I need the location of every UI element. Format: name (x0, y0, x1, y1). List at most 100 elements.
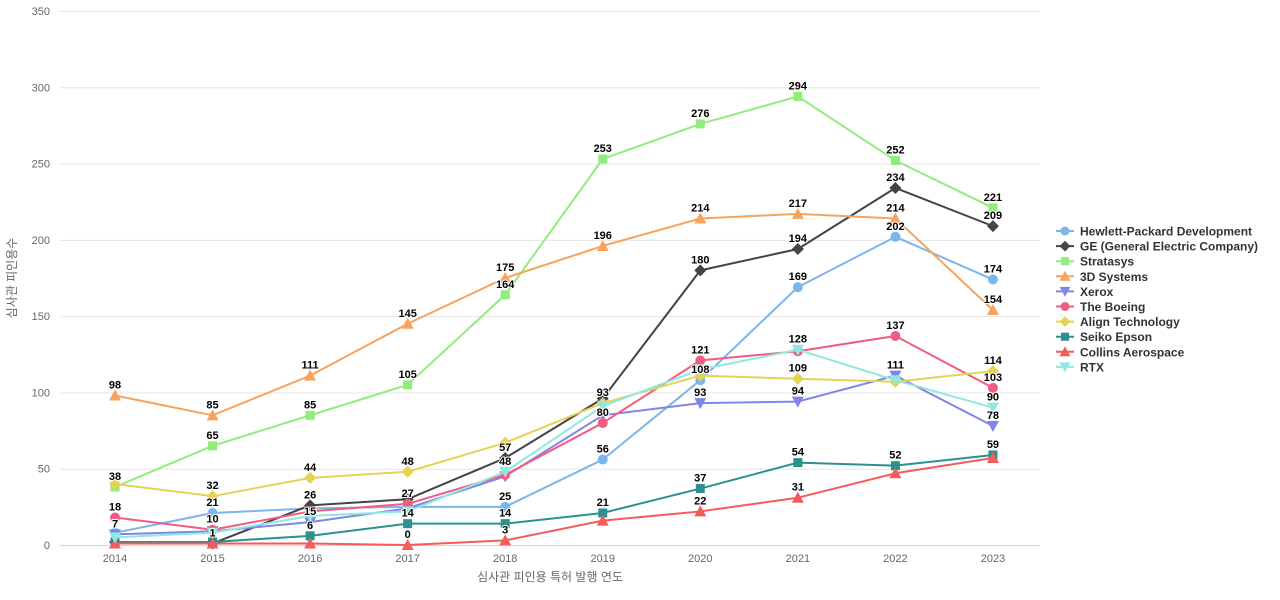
data-point-marker (596, 401, 609, 413)
data-point-marker (793, 458, 803, 468)
data-point-label: 121 (691, 344, 709, 356)
data-point-label: 1 (209, 527, 215, 539)
data-point-marker (694, 505, 707, 517)
data-point-label: 108 (691, 364, 709, 376)
data-point-marker (499, 466, 512, 478)
legend-item-label: Stratasys (1080, 255, 1134, 269)
data-point-marker (890, 461, 900, 471)
legend-item-label: The Boeing (1080, 300, 1145, 314)
data-point-label: 234 (886, 172, 905, 184)
legend-item-stratasys[interactable]: Stratasys (1056, 255, 1134, 269)
series-stratasys (110, 91, 998, 492)
data-point-label: 93 (597, 387, 609, 399)
x-tick-label: 2018 (493, 553, 517, 565)
series-line (114, 370, 994, 498)
data-point-label: 6 (307, 520, 313, 532)
data-point-marker (695, 119, 705, 129)
data-point-marker (207, 507, 218, 518)
data-point-marker (499, 272, 512, 283)
data-point-label: 111 (887, 360, 904, 372)
data-point-label: 32 (206, 480, 218, 492)
data-point-marker (401, 317, 414, 329)
data-point-marker (597, 454, 608, 465)
data-point-marker (500, 290, 510, 300)
data-point-marker (694, 364, 707, 376)
data-point-label: 44 (304, 462, 317, 474)
legend-item-xerox[interactable]: Xerox (1056, 285, 1114, 299)
legend-item-rtx[interactable]: RTX (1056, 360, 1104, 374)
legend-item-hewlett-packard-development[interactable]: Hewlett-Packard Development (1056, 225, 1252, 239)
data-point-marker (403, 519, 413, 529)
series-ge-general-electric-company (109, 181, 999, 550)
legend-item-collins-aerospace[interactable]: Collins Aerospace (1056, 345, 1185, 359)
data-point-label: 78 (987, 410, 999, 422)
data-point-label: 10 (206, 514, 218, 526)
data-point-label: 103 (984, 372, 1002, 384)
x-tick-label: 2015 (200, 553, 224, 565)
data-point-marker (791, 344, 804, 356)
data-point-marker (1059, 270, 1071, 281)
data-point-label: 54 (792, 447, 805, 459)
data-point-marker (500, 501, 511, 512)
data-point-label: 154 (984, 294, 1003, 306)
x-tick-label: 2022 (883, 553, 907, 565)
legend-item-seiko-epson[interactable]: Seiko Epson (1056, 330, 1152, 344)
series-line (114, 457, 994, 546)
data-point-marker (986, 452, 999, 464)
data-point-marker (890, 231, 901, 242)
data-point-marker (694, 212, 707, 224)
data-point-label: 59 (987, 439, 999, 451)
data-point-marker (110, 512, 120, 523)
data-point-label: 56 (597, 444, 609, 456)
data-point-marker (304, 511, 317, 523)
data-point-marker (791, 396, 804, 408)
data-point-label: 137 (886, 320, 904, 332)
data-point-marker (889, 181, 902, 194)
data-point-marker (304, 471, 317, 484)
data-point-marker (792, 282, 803, 293)
data-point-label: 202 (886, 221, 904, 233)
data-point-label: 94 (792, 386, 805, 398)
data-point-marker (694, 264, 707, 277)
y-tick-label: 350 (32, 6, 50, 18)
y-tick-label: 100 (32, 387, 50, 399)
data-point-marker (596, 514, 609, 526)
x-tick-label: 2019 (591, 553, 615, 565)
data-point-label: 48 (499, 456, 511, 468)
data-point-label: 21 (597, 497, 609, 509)
y-tick-label: 0 (44, 540, 50, 552)
data-point-marker (596, 239, 609, 251)
data-point-label: 214 (886, 202, 905, 214)
data-point-marker (1060, 226, 1070, 236)
series-xerox (109, 370, 999, 541)
data-point-marker (986, 220, 999, 233)
grid-layer (60, 11, 1040, 546)
legend-item-3d-systems[interactable]: 3D Systems (1056, 270, 1148, 284)
y-tick-label: 50 (38, 464, 50, 476)
data-point-marker (1059, 240, 1071, 252)
data-point-label: 27 (402, 488, 414, 500)
series-line (114, 95, 994, 489)
data-point-marker (402, 498, 413, 509)
data-point-marker (791, 491, 804, 503)
data-point-label: 174 (984, 264, 1003, 276)
data-point-marker (109, 477, 121, 490)
data-point-marker (500, 519, 510, 529)
data-point-label: 105 (398, 369, 416, 381)
data-point-label: 294 (789, 80, 808, 92)
data-point-label: 21 (206, 497, 218, 509)
data-point-marker (988, 203, 998, 213)
legend-item-the-boeing[interactable]: The Boeing (1056, 300, 1145, 314)
legend-item-label: Seiko Epson (1080, 330, 1152, 344)
data-point-marker (208, 441, 218, 451)
data-point-label: 85 (206, 399, 218, 411)
data-point-label: 37 (694, 473, 706, 485)
legend-item-ge-general-electric-company[interactable]: GE (General Electric Company) (1056, 240, 1258, 254)
legend-item-align-technology[interactable]: Align Technology (1056, 315, 1180, 329)
data-point-marker (987, 274, 998, 285)
data-point-marker (401, 506, 414, 518)
series-3d-systems (109, 207, 999, 421)
y-tick-label: 150 (32, 311, 50, 323)
